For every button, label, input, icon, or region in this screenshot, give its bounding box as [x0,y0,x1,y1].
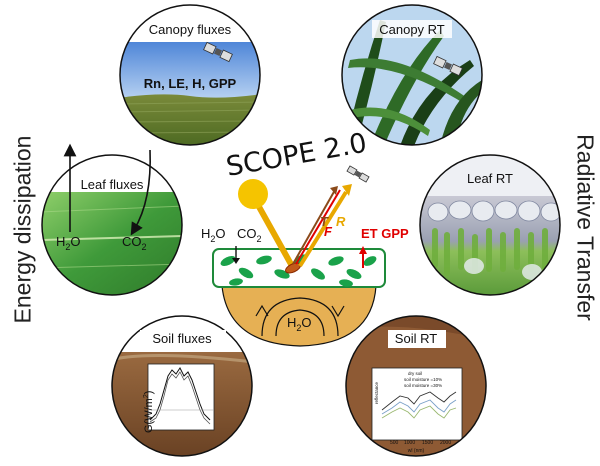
t-label: T [320,214,329,229]
canopy-fluxes-text: Rn, LE, H, GPP [144,76,237,91]
reflected-ray [298,190,348,268]
satellite-icon [433,55,463,77]
soil-flux-axis-label: G(W/m2) [143,391,155,433]
incoming-radiation-ray [250,193,295,269]
scope-title: SCOPE 2.0 [224,128,369,183]
soil-layer [221,285,377,347]
satellite-icon [203,41,233,63]
sun-icon [238,179,268,209]
panel-soil-fluxes: Soil fluxes G(W/m2) [111,315,253,457]
soil-fluxes-title: Soil fluxes [152,331,212,346]
soil-rt-xtick-1500: 1500 [422,440,433,446]
thermal-ray [292,189,336,265]
soil-rt-xtick-2000: 2000 [440,440,451,446]
panel-leaf-rt: Leaf RT [419,154,561,296]
fluorescence-ray [295,189,341,265]
canopy-fluxes-title: Canopy fluxes [149,22,232,37]
energy-dissipation-label: Energy dissipation [9,135,36,324]
center-co2-label: CO2 [237,226,262,244]
fluxes-label: ET GPP [361,226,409,241]
soil-h2o-label: H2O [287,315,312,333]
soil-rt-xtick-1000: 1000 [404,440,415,446]
canopy-rt-title: Canopy RT [379,22,445,37]
soil-rt-legend-1: dry soil [408,371,422,376]
panel-leaf-fluxes: Leaf fluxes H2O CO2 [41,143,183,296]
leaf-fluxes-title: Leaf fluxes [81,177,144,192]
radiative-transfer-label: Radiative Transfer [572,134,599,321]
soil-rt-legend-2: soil moisture =10% [404,377,442,382]
co2-down-arrow [130,149,151,236]
center-h2o-label: H2O [201,226,226,244]
leaf-h2o-label: H2O [56,234,81,252]
r-label: R [336,214,346,229]
soil-rt-legend-3: soil moisture =30% [404,383,442,388]
panel-canopy-rt: Canopy RT [341,4,483,146]
panel-soil-rt: Soil RT dry soil soil moisture =10% soil… [345,315,487,457]
soil-rt-xlabel: wl (nm) [408,448,425,454]
canopy-leaves [220,254,377,287]
leaf-rt-title: Leaf RT [467,171,513,186]
soil-water-cycle-arrow [261,297,339,337]
scope-schematic: SCOPE 2.0 H2O T [201,128,409,347]
satellite-icon [346,165,370,183]
soil-rt-ylabel: reflectance [374,381,379,404]
panel-canopy-fluxes: Canopy fluxes Rn, LE, H, GPP [119,4,261,146]
soil-rt-xtick-500: 500 [390,440,399,446]
soil-rt-title: Soil RT [395,331,437,346]
f-label: F [324,224,333,239]
leaf-co2-label: CO2 [122,234,147,252]
